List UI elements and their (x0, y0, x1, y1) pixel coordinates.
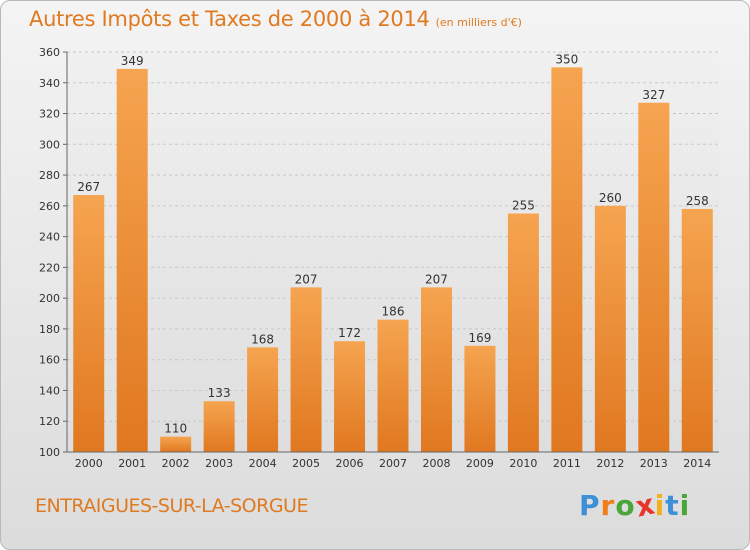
logo-letter: i (654, 489, 666, 522)
bar (377, 319, 409, 452)
x-tick-label: 2014 (683, 457, 711, 470)
commune-name: ENTRAIGUES-SUR-LA-SORGUE (35, 495, 308, 517)
y-tick-label: 180 (39, 323, 60, 336)
y-axis: 100 120 140 160 180 200 220 240 260 280 300 320 340 3… (39, 46, 68, 459)
y-tick-label: 220 (39, 261, 60, 274)
data-label: 207 (295, 272, 318, 286)
logo-letter: P (579, 489, 601, 522)
x-tick-label: 2000 (75, 457, 103, 470)
x-tick-label: 2005 (292, 457, 320, 470)
x-tick-label: 2011 (553, 457, 581, 470)
x-tick-label: 2007 (379, 457, 407, 470)
x-tick-label: 2008 (422, 457, 450, 470)
bar (507, 213, 539, 452)
y-tick-label: 360 (39, 46, 60, 59)
chart-title-text: Autres Impôts et Taxes de 2000 à 2014 (29, 7, 430, 31)
logo-letter: o (615, 489, 636, 522)
bar (334, 341, 366, 452)
unit-note: (en milliers d'€) (435, 16, 522, 29)
logo-letter: i (679, 489, 691, 522)
bar (116, 68, 148, 452)
bars (73, 67, 713, 453)
data-label: 172 (338, 326, 361, 340)
x-tick-label: 2009 (466, 457, 494, 470)
y-tick-label: 120 (39, 415, 60, 428)
data-label: 350 (555, 52, 578, 66)
x-tick-label: 2002 (162, 457, 190, 470)
bar (638, 102, 670, 453)
data-label: 255 (512, 199, 535, 213)
y-tick-label: 240 (39, 231, 60, 244)
y-tick-label: 140 (39, 384, 60, 397)
data-label: 349 (121, 54, 144, 68)
y-tick-label: 280 (39, 169, 60, 182)
data-label: 186 (382, 305, 405, 319)
x-tick-label: 2001 (118, 457, 146, 470)
data-label: 267 (77, 180, 100, 194)
data-label: 133 (208, 386, 231, 400)
logo-letter: t (665, 489, 680, 522)
data-label: 207 (425, 272, 448, 286)
chart-title: Autres Impôts et Taxes de 2000 à 2014 (en… (29, 7, 522, 31)
bar (203, 401, 235, 452)
x-tick-label: 2013 (640, 457, 668, 470)
y-tick-label: 320 (39, 108, 60, 121)
data-label: 110 (164, 422, 187, 436)
bar (594, 205, 626, 452)
y-tick-label: 160 (39, 354, 60, 367)
proxiti-logo[interactable]: Proxiti (579, 487, 691, 523)
x-axis: 2000 2001 2002 2003 2004 2005 2006 2007 2008 2009… (67, 451, 719, 470)
bar (73, 195, 105, 453)
x-tick-label: 2003 (205, 457, 233, 470)
logo-letter: r (600, 489, 616, 522)
data-label: 258 (686, 194, 709, 208)
data-label: 260 (599, 191, 622, 205)
x-tick-label: 2012 (596, 457, 624, 470)
data-labels: 267 349 110 133 168 207 172 186 207 169 255 350 260 3… (77, 52, 708, 435)
bar (247, 347, 279, 452)
bar (420, 287, 452, 452)
x-tick-label: 2006 (336, 457, 364, 470)
bar (681, 208, 713, 452)
y-tick-label: 340 (39, 77, 60, 90)
bar (290, 287, 322, 452)
y-tick-label: 300 (39, 138, 60, 151)
y-tick-label: 260 (39, 200, 60, 213)
data-label: 169 (468, 331, 491, 345)
x-tick-label: 2010 (509, 457, 537, 470)
bar (464, 345, 496, 452)
y-tick-label: 100 (39, 446, 60, 459)
data-label: 168 (251, 332, 274, 346)
x-tick-label: 2004 (249, 457, 277, 470)
data-label: 327 (642, 88, 665, 102)
y-tick-label: 200 (39, 292, 60, 305)
bar (160, 436, 192, 452)
bar (551, 67, 583, 452)
